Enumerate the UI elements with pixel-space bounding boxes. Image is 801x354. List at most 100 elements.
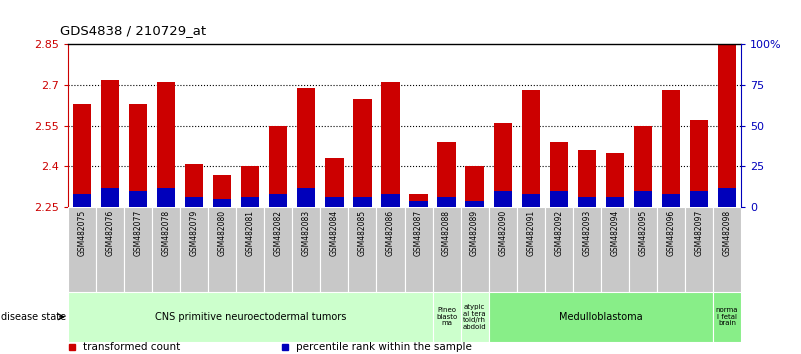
Bar xyxy=(685,207,713,292)
Bar xyxy=(578,150,596,207)
Bar xyxy=(549,142,568,207)
Text: GSM482081: GSM482081 xyxy=(246,210,255,256)
Bar xyxy=(718,188,736,207)
Bar xyxy=(269,126,288,207)
Bar xyxy=(236,207,264,292)
Bar xyxy=(129,104,147,207)
Text: GSM482077: GSM482077 xyxy=(134,210,143,256)
Text: GSM482075: GSM482075 xyxy=(78,210,87,256)
Bar xyxy=(601,207,629,292)
Bar xyxy=(101,188,119,207)
Bar xyxy=(129,191,147,207)
Bar xyxy=(634,191,652,207)
Bar xyxy=(241,197,260,207)
Bar xyxy=(713,207,741,292)
Text: GSM482092: GSM482092 xyxy=(554,210,563,256)
Bar xyxy=(634,126,652,207)
Bar xyxy=(185,164,203,207)
Text: GSM482088: GSM482088 xyxy=(442,210,451,256)
Bar xyxy=(353,197,372,207)
Text: GSM482094: GSM482094 xyxy=(610,210,619,256)
Bar xyxy=(493,123,512,207)
Text: GSM482078: GSM482078 xyxy=(162,210,171,256)
Bar xyxy=(185,197,203,207)
Bar xyxy=(381,194,400,207)
Bar xyxy=(629,207,657,292)
Bar xyxy=(405,207,433,292)
Bar xyxy=(376,207,405,292)
Text: GSM482095: GSM482095 xyxy=(638,210,647,256)
Text: atypic
al tera
toid/rh
abdoid: atypic al tera toid/rh abdoid xyxy=(463,304,486,330)
Bar xyxy=(521,194,540,207)
Bar xyxy=(718,44,736,207)
Bar xyxy=(68,292,433,342)
Bar xyxy=(517,207,545,292)
Bar xyxy=(465,166,484,207)
Bar xyxy=(101,80,119,207)
Bar xyxy=(269,194,288,207)
Text: Medulloblastoma: Medulloblastoma xyxy=(559,312,642,322)
Bar xyxy=(292,207,320,292)
Bar xyxy=(68,207,96,292)
Text: GSM482089: GSM482089 xyxy=(470,210,479,256)
Bar xyxy=(297,188,316,207)
Text: GSM482098: GSM482098 xyxy=(723,210,731,256)
Bar xyxy=(152,207,180,292)
Text: GDS4838 / 210729_at: GDS4838 / 210729_at xyxy=(60,24,206,37)
Text: GSM482086: GSM482086 xyxy=(386,210,395,256)
Text: CNS primitive neuroectodermal tumors: CNS primitive neuroectodermal tumors xyxy=(155,312,346,322)
Text: transformed count: transformed count xyxy=(83,342,179,352)
Bar xyxy=(437,197,456,207)
Text: Pineo
blasto
ma: Pineo blasto ma xyxy=(436,307,457,326)
Bar xyxy=(549,191,568,207)
Bar xyxy=(409,201,428,207)
Text: GSM482087: GSM482087 xyxy=(414,210,423,256)
Bar xyxy=(353,98,372,207)
Text: GSM482090: GSM482090 xyxy=(498,210,507,256)
Bar xyxy=(409,194,428,207)
Text: GSM482091: GSM482091 xyxy=(526,210,535,256)
Bar xyxy=(690,191,708,207)
Text: GSM482079: GSM482079 xyxy=(190,210,199,256)
Text: GSM482083: GSM482083 xyxy=(302,210,311,256)
Bar xyxy=(433,207,461,292)
Text: disease state: disease state xyxy=(1,312,66,322)
Bar xyxy=(73,194,91,207)
Bar xyxy=(213,199,231,207)
Bar xyxy=(657,207,685,292)
Bar xyxy=(493,191,512,207)
Text: GSM482082: GSM482082 xyxy=(274,210,283,256)
Bar xyxy=(320,207,348,292)
Bar xyxy=(437,142,456,207)
Text: norma
l fetal
brain: norma l fetal brain xyxy=(715,307,739,326)
Text: percentile rank within the sample: percentile rank within the sample xyxy=(296,342,472,352)
Bar xyxy=(433,292,461,342)
Bar xyxy=(213,175,231,207)
Bar xyxy=(264,207,292,292)
Bar xyxy=(348,207,376,292)
Text: GSM482084: GSM482084 xyxy=(330,210,339,256)
Bar xyxy=(662,90,680,207)
Bar xyxy=(465,201,484,207)
Bar xyxy=(545,207,573,292)
Bar xyxy=(521,90,540,207)
Bar xyxy=(578,197,596,207)
Bar xyxy=(461,207,489,292)
Bar xyxy=(208,207,236,292)
Bar xyxy=(573,207,601,292)
Bar xyxy=(157,82,175,207)
Text: GSM482097: GSM482097 xyxy=(694,210,703,256)
Bar xyxy=(325,158,344,207)
Bar xyxy=(96,207,124,292)
Text: GSM482076: GSM482076 xyxy=(106,210,115,256)
Text: GSM482085: GSM482085 xyxy=(358,210,367,256)
Bar xyxy=(606,197,624,207)
Bar xyxy=(662,194,680,207)
Text: GSM482093: GSM482093 xyxy=(582,210,591,256)
Bar xyxy=(381,82,400,207)
Bar xyxy=(690,120,708,207)
Bar xyxy=(489,292,713,342)
Bar xyxy=(124,207,152,292)
Bar xyxy=(180,207,208,292)
Bar xyxy=(606,153,624,207)
